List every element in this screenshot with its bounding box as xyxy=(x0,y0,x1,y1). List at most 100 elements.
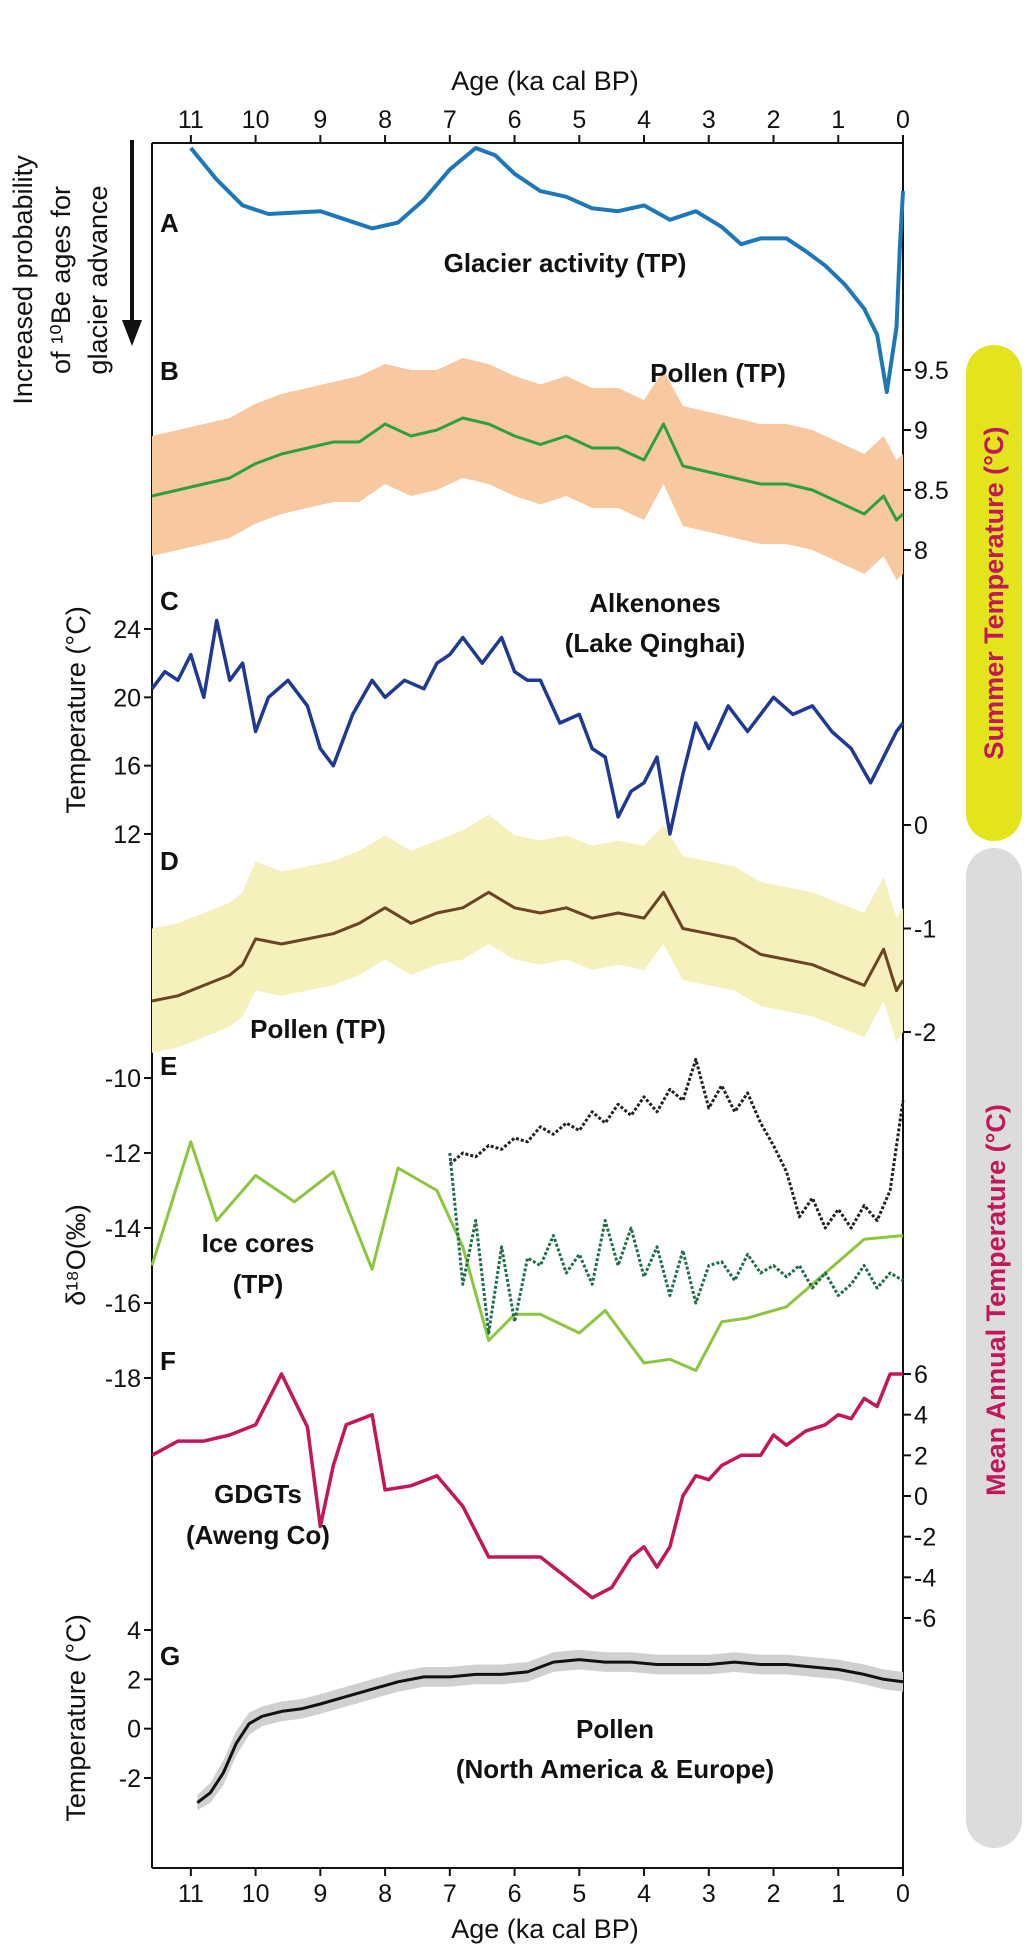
top-tick-label: 8 xyxy=(378,106,392,134)
panel-g-ylabel: Temperature (°C) xyxy=(61,1614,91,1821)
pollen-tp-summer-band xyxy=(152,358,903,580)
panel-f-title-line1: GDGTs xyxy=(214,1479,302,1509)
summer-temperature-label: Summer Temperature (°C) xyxy=(979,427,1009,760)
right-tick-label: -2 xyxy=(914,1019,936,1047)
alkenones-line xyxy=(150,618,905,836)
top-tick-label: 3 xyxy=(702,106,716,134)
left-tick-label: 12 xyxy=(113,821,141,849)
left-tick-label: 24 xyxy=(113,616,141,644)
gdgt-line xyxy=(151,1372,903,1600)
arrow-label-line1: Increased probability xyxy=(8,155,38,405)
left-tick-label: -18 xyxy=(105,1365,141,1393)
panel-letter-d: D xyxy=(160,846,179,876)
top-tick-label: 10 xyxy=(242,106,270,134)
top-tick-label: 4 xyxy=(637,106,651,134)
panel-g-title-line2: (North America & Europe) xyxy=(456,1754,774,1784)
top-tick-label: 6 xyxy=(508,106,522,134)
left-tick-label: -12 xyxy=(105,1140,141,1168)
pollen-tp-summer-line xyxy=(151,416,905,522)
bottom-axis-title: Age (ka cal BP) xyxy=(451,1914,639,1944)
right-tick-label: 9.5 xyxy=(914,357,949,385)
panel-letter-a: A xyxy=(160,208,179,238)
right-tick-label: -1 xyxy=(914,916,936,944)
panel-letter-e: E xyxy=(160,1051,177,1081)
arrow-label-line2: of ¹⁰Be ages for xyxy=(46,186,76,374)
pollen-tp-annual-band xyxy=(152,814,903,1053)
bottom-tick-label: 11 xyxy=(178,1880,204,1908)
bottom-tick-label: 3 xyxy=(702,1880,716,1908)
panel-letter-b: B xyxy=(160,356,179,386)
left-tick-label: 0 xyxy=(127,1716,141,1744)
right-tick-label: 8.5 xyxy=(914,477,949,505)
left-tick-label: 2 xyxy=(127,1666,141,1694)
glacier-activity-line xyxy=(189,146,905,394)
ice-core-darkgreen-dotted-line xyxy=(448,1152,904,1335)
right-tick-label: 0 xyxy=(914,1483,928,1511)
top-tick-label: 11 xyxy=(178,106,204,134)
ice-core-green-line xyxy=(150,1140,904,1372)
top-tick-label: 0 xyxy=(896,106,910,134)
right-tick-label: 6 xyxy=(914,1361,928,1389)
right-tick-label: -4 xyxy=(914,1564,936,1592)
down-arrow-icon xyxy=(122,320,142,346)
panel-e-title-line1: Ice cores xyxy=(202,1228,315,1258)
right-tick-label: 9 xyxy=(914,417,928,445)
pollen-tp-annual-line xyxy=(151,890,905,1003)
bottom-tick-label: 5 xyxy=(572,1880,586,1908)
bottom-tick-label: 6 xyxy=(508,1880,522,1908)
top-age-ticks: 11 10 9 8 7 6 5 4 3 2 1 0 xyxy=(178,106,910,143)
bottom-tick-label: 10 xyxy=(242,1880,270,1908)
bottom-tick-label: 4 xyxy=(637,1880,651,1908)
right-tick-label: 8 xyxy=(914,537,928,565)
panel-f-title-line2: (Aweng Co) xyxy=(186,1520,330,1550)
annual-temperature-label: Mean Annual Temperature (°C) xyxy=(981,1104,1011,1496)
bottom-tick-label: 1 xyxy=(831,1880,845,1908)
summer-temperature-band xyxy=(966,345,1022,841)
panel-c-title-line2: (Lake Qinghai) xyxy=(565,628,746,658)
panel-a-title: Glacier activity (TP) xyxy=(444,248,687,278)
right-tick-label: 0 xyxy=(914,812,928,840)
right-tick-label: -6 xyxy=(914,1605,936,1633)
panel-d-title: Pollen (TP) xyxy=(250,1014,386,1044)
annual-temperature-band xyxy=(966,848,1022,1848)
left-tick-label: -14 xyxy=(105,1215,141,1243)
bottom-tick-label: 0 xyxy=(896,1880,910,1908)
ice-core-black-dotted-line xyxy=(448,1057,905,1230)
top-tick-label: 1 xyxy=(831,106,845,134)
left-tick-label: -2 xyxy=(119,1765,141,1793)
bottom-tick-label: 8 xyxy=(378,1880,392,1908)
left-tick-label: 16 xyxy=(113,753,141,781)
bottom-tick-label: 9 xyxy=(313,1880,327,1908)
y-axis-ticks: 9.598.580-1-26420-2-4-624201612-10-12-14… xyxy=(105,357,949,1793)
left-tick-label: -16 xyxy=(105,1290,141,1318)
top-tick-label: 7 xyxy=(443,106,457,134)
left-tick-label: 20 xyxy=(113,684,141,712)
uncertainty-bands xyxy=(152,358,904,1811)
top-tick-label: 2 xyxy=(767,106,781,134)
top-tick-label: 9 xyxy=(313,106,327,134)
top-tick-label: 5 xyxy=(572,106,586,134)
top-axis-title: Age (ka cal BP) xyxy=(451,66,639,96)
bottom-tick-label: 2 xyxy=(767,1880,781,1908)
left-tick-label: 4 xyxy=(127,1617,141,1645)
panel-c-title-line1: Alkenones xyxy=(589,588,721,618)
panel-letter-g: G xyxy=(160,1641,180,1671)
left-tick-label: -10 xyxy=(105,1065,141,1093)
panel-e-ylabel: δ¹⁸O(‰) xyxy=(61,1204,91,1305)
panel-letter-f: F xyxy=(160,1346,176,1376)
right-tick-label: 2 xyxy=(914,1442,928,1470)
right-tick-label: 4 xyxy=(914,1402,928,1430)
bottom-tick-label: 7 xyxy=(443,1880,457,1908)
panel-b-title: Pollen (TP) xyxy=(650,358,786,388)
panel-e-title-line2: (TP) xyxy=(233,1269,284,1299)
arrow-label-line3: glacier advance xyxy=(83,185,113,374)
pollen-na-eu-band xyxy=(197,1649,904,1811)
right-tick-label: -2 xyxy=(914,1524,936,1552)
bottom-age-ticks: 11 10 9 8 7 6 5 4 3 2 1 0 xyxy=(178,1868,910,1908)
panel-g-title-line1: Pollen xyxy=(576,1714,654,1744)
pollen-na-eu-line xyxy=(196,1658,904,1804)
series-lines xyxy=(150,146,905,1804)
panel-c-ylabel: Temperature (°C) xyxy=(61,606,91,813)
panel-letter-c: C xyxy=(160,586,179,616)
